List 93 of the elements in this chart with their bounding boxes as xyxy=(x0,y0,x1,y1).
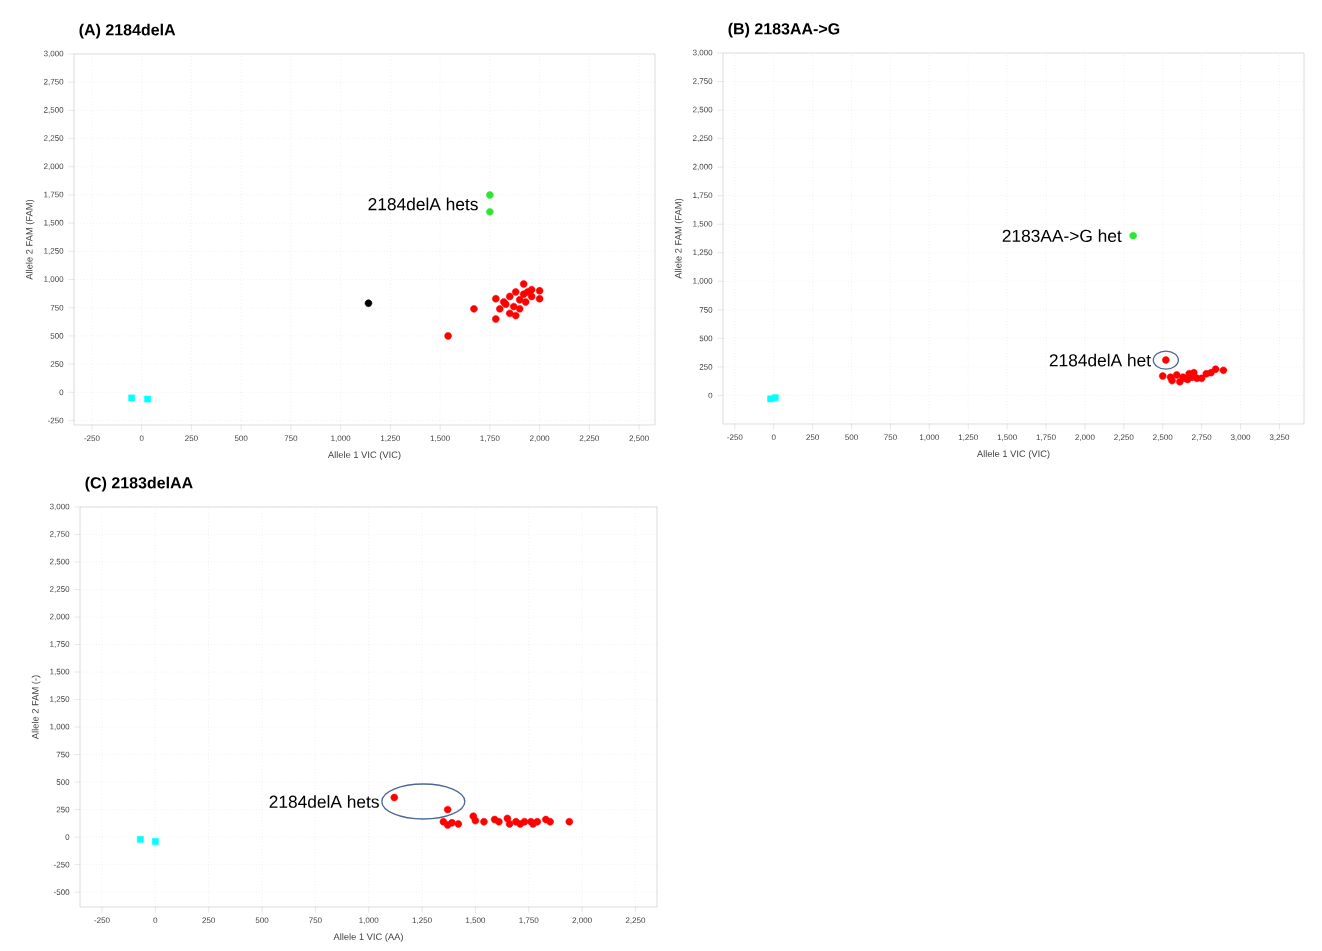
y-tick-label: 2,750 xyxy=(692,78,713,85)
y-tick-label: 3,000 xyxy=(49,503,70,511)
x-tick-label: 500 xyxy=(234,435,248,442)
x-tick-label: 750 xyxy=(284,435,298,442)
x-axis-title: Allele 1 VIC (VIC) xyxy=(327,451,401,460)
x-tick-label: 250 xyxy=(202,917,216,924)
x-tick-label: 1,250 xyxy=(380,435,401,443)
y-tick-label: 1,500 xyxy=(44,219,64,227)
annotation: 2184delA hets xyxy=(269,795,379,808)
y-tick-label: 2,000 xyxy=(49,613,70,621)
y-tick-label: 3,000 xyxy=(43,50,64,58)
y-tick-label: 2,500 xyxy=(49,558,70,566)
x-tick-label: 0 xyxy=(771,434,776,441)
y-tick-label: -250 xyxy=(47,417,64,424)
x-tick-label: 2,000 xyxy=(529,435,550,443)
x-tick-label: 2,750 xyxy=(1192,434,1212,442)
y-tick-label: 2,750 xyxy=(49,531,70,538)
x-axis-title: Allele 1 VIC (VIC) xyxy=(976,450,1050,459)
y-tick-label: 500 xyxy=(699,335,713,342)
x-tick-label: 2,250 xyxy=(625,917,646,925)
x-tick-label: 1,000 xyxy=(331,435,351,443)
x-tick-label: 1,750 xyxy=(1036,434,1056,442)
x-tick-label: 1,750 xyxy=(519,917,539,925)
x-tick-label: 1,750 xyxy=(480,435,500,443)
chart-title: (B) 2183AA->G xyxy=(728,22,840,38)
annotation: 2184delA het xyxy=(1049,353,1151,367)
x-tick-label: 2,500 xyxy=(1153,434,1173,442)
y-tick-label: 2,250 xyxy=(49,586,70,593)
x-tick-label: 1,500 xyxy=(466,917,486,925)
y-tick-label: 250 xyxy=(50,361,64,367)
y-axis-title: Allele 2 FAM (FAM) xyxy=(674,198,684,279)
y-tick-label: 1,000 xyxy=(693,278,713,285)
chart-title: (C) 2183delAA xyxy=(85,476,193,492)
y-tick-label: 1,250 xyxy=(50,696,70,703)
y-tick-label: 250 xyxy=(56,806,70,813)
y-tick-label: 500 xyxy=(56,779,70,785)
x-tick-label: 750 xyxy=(309,917,322,924)
annotation: 2184delA hets xyxy=(368,197,478,211)
y-tick-label: 2,250 xyxy=(43,135,64,142)
x-tick-label: 2,250 xyxy=(1114,434,1134,442)
y-tick-label: 250 xyxy=(699,364,713,370)
x-tick-label: 1,000 xyxy=(359,917,379,925)
y-tick-label: 2,250 xyxy=(692,135,713,142)
y-tick-label: 750 xyxy=(56,751,70,758)
y-tick-label: 1,750 xyxy=(44,191,64,199)
x-tick-label: 2,000 xyxy=(572,917,592,925)
x-tick-label: 0 xyxy=(139,435,144,442)
y-tick-label: 500 xyxy=(50,333,64,339)
y-axis-title: Allele 2 FAM (-) xyxy=(31,675,41,740)
y-tick-label: 2,500 xyxy=(43,107,64,114)
x-tick-label: -250 xyxy=(727,434,743,441)
y-tick-label: 1,500 xyxy=(693,220,713,228)
x-axis-title: Allele 1 VIC (AA) xyxy=(333,933,403,942)
y-tick-label: 750 xyxy=(699,307,713,313)
y-tick-label: 1,500 xyxy=(50,668,70,676)
y-axis-title: Allele 2 FAM (FAM) xyxy=(25,199,35,280)
annotation: 2183AA->G het xyxy=(1002,229,1122,243)
y-tick-label: 1,750 xyxy=(693,192,713,199)
y-tick-label: 2,500 xyxy=(692,106,713,114)
y-tick-label: -500 xyxy=(53,889,70,895)
x-tick-label: 3,250 xyxy=(1269,434,1290,442)
y-tick-label: 1,000 xyxy=(50,723,70,731)
y-tick-label: 0 xyxy=(59,389,64,396)
x-tick-label: 500 xyxy=(255,917,269,924)
y-tick-label: 1,250 xyxy=(693,249,713,257)
x-tick-label: 1,500 xyxy=(997,434,1017,442)
x-tick-label: 500 xyxy=(845,434,858,441)
y-tick-label: 2,750 xyxy=(43,78,64,86)
x-tick-label: 1,250 xyxy=(958,434,978,442)
x-tick-label: 0 xyxy=(153,917,158,924)
y-tick-label: 2,000 xyxy=(692,163,713,171)
y-tick-label: 750 xyxy=(50,304,64,311)
y-tick-label: 1,250 xyxy=(44,248,64,255)
x-tick-label: 2,500 xyxy=(629,435,649,443)
y-tick-label: -250 xyxy=(53,861,70,868)
x-tick-label: 750 xyxy=(884,434,897,441)
y-tick-label: 1,750 xyxy=(50,641,70,648)
y-tick-label: 3,000 xyxy=(692,49,713,57)
y-tick-label: 1,000 xyxy=(44,276,64,283)
x-tick-label: -250 xyxy=(94,917,110,924)
y-tick-label: 0 xyxy=(708,392,713,399)
x-tick-label: 1,000 xyxy=(919,434,940,442)
x-tick-label: 1,250 xyxy=(412,917,432,925)
x-tick-label: 250 xyxy=(806,434,819,441)
x-tick-label: -250 xyxy=(84,435,100,442)
x-tick-label: 1,500 xyxy=(430,435,450,443)
chart-title: (A) 2184delA xyxy=(79,23,176,39)
x-tick-label: 250 xyxy=(185,435,198,442)
x-tick-label: 2,250 xyxy=(579,435,600,443)
y-tick-label: 2,000 xyxy=(43,163,64,171)
x-tick-label: 2,000 xyxy=(1075,434,1095,442)
y-tick-label: 0 xyxy=(65,834,70,840)
x-tick-label: 3,000 xyxy=(1230,434,1251,442)
